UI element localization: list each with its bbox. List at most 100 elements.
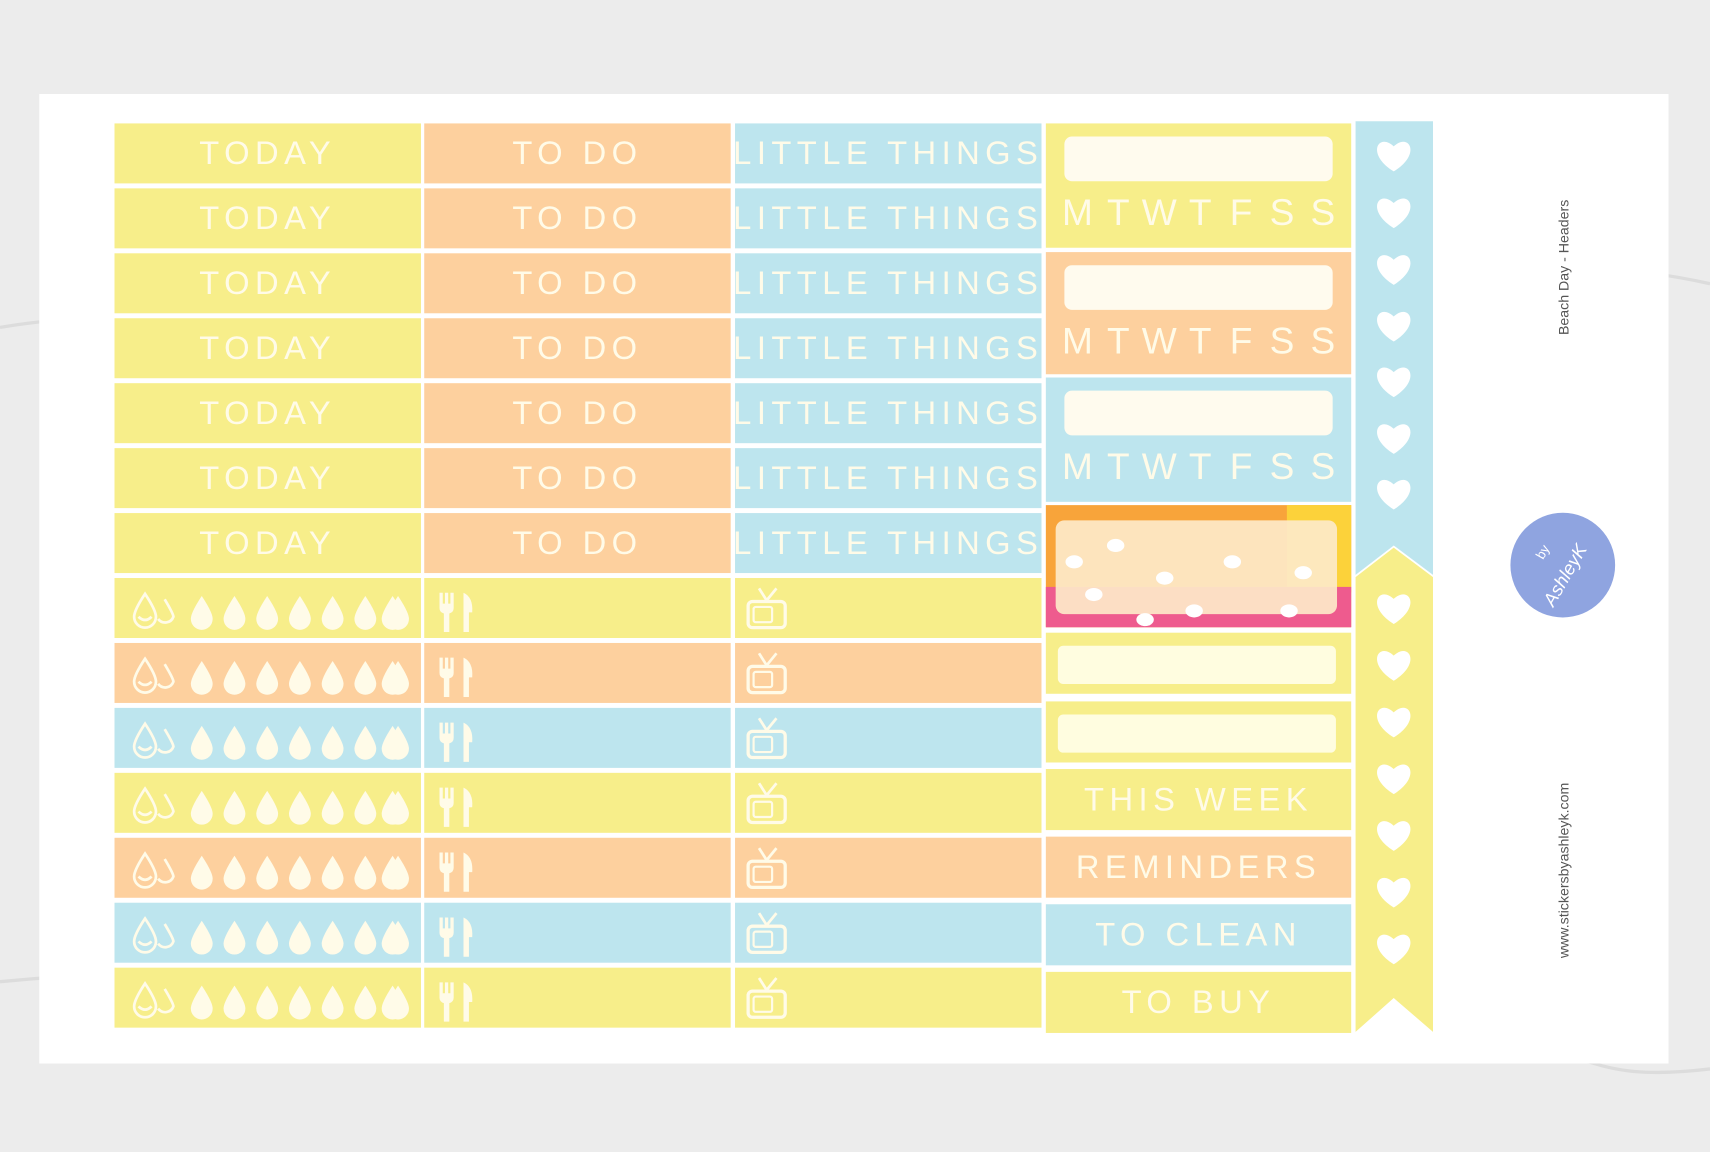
water-drop <box>354 920 377 955</box>
knife-icon <box>463 787 473 827</box>
beach-dot <box>1223 555 1242 569</box>
fork-icon <box>439 917 454 957</box>
weekday-letter: T <box>1107 445 1130 487</box>
header-sticker <box>424 513 731 574</box>
water-smile-icon <box>132 721 158 759</box>
header-text: TO DO <box>512 134 642 171</box>
header-sticker <box>114 188 421 249</box>
water-drop <box>288 596 311 630</box>
water-drop-outline <box>157 598 175 624</box>
water-drop-outline <box>157 663 175 689</box>
water-drop <box>288 725 311 760</box>
weekday-letter: S <box>1270 320 1295 362</box>
header-text: TO DO <box>512 459 642 496</box>
water-drop <box>321 790 344 825</box>
tv-screen <box>752 800 774 819</box>
water-smile-icon <box>132 916 158 954</box>
knife-icon <box>463 917 473 957</box>
beach-dot <box>1185 604 1203 618</box>
header-sticker <box>424 123 731 184</box>
beach-box <box>1055 520 1338 615</box>
knife-icon <box>463 592 473 633</box>
weekday-letter: T <box>1107 320 1130 362</box>
water-drop <box>381 790 404 825</box>
header-text: TO DO <box>512 329 642 366</box>
heart-icon <box>1377 424 1411 454</box>
header-text: LITTLE THINGS <box>733 459 1043 496</box>
fork-icon <box>439 657 454 697</box>
beach-dot <box>1065 555 1083 569</box>
water-drop <box>381 596 404 630</box>
header-sticker <box>114 448 421 509</box>
write-box <box>1064 136 1333 182</box>
water-drop <box>190 660 213 695</box>
label-sticker <box>1045 769 1352 831</box>
water-drop <box>190 725 213 760</box>
header-text: TO DO <box>512 199 642 236</box>
icon-sticker <box>424 967 731 1028</box>
water-drop <box>288 920 311 955</box>
header-sticker <box>735 383 1042 444</box>
weekday-letter: S <box>1310 320 1335 362</box>
weekday-letter: T <box>1189 191 1212 233</box>
label-text: TO BUY <box>1122 983 1276 1020</box>
tv-screen <box>752 865 774 884</box>
fork-icon <box>439 722 454 762</box>
header-text: TO DO <box>512 394 642 431</box>
water-smile-icon <box>132 786 158 824</box>
label-text: REMINDERS <box>1076 848 1321 885</box>
label-sticker <box>1045 971 1352 1033</box>
heart-icon <box>1377 821 1411 851</box>
header-text: TO DO <box>512 524 642 561</box>
header-text: TODAY <box>199 394 336 431</box>
heart-icon <box>1377 877 1411 908</box>
knife-icon <box>463 982 473 1022</box>
water-drop <box>190 790 213 825</box>
logo-badge <box>1510 512 1616 618</box>
tv-antenna <box>757 652 778 668</box>
water-drop <box>288 985 311 1020</box>
water-drop <box>190 920 213 955</box>
water-drop <box>381 920 404 955</box>
beach-dot <box>1280 604 1298 618</box>
label-sticker <box>1045 904 1352 966</box>
fork-icon <box>439 982 454 1022</box>
water-smile-icon <box>132 981 158 1019</box>
water-drop <box>256 790 279 825</box>
water-drop <box>223 660 246 695</box>
water-drop <box>256 985 279 1020</box>
water-drop-outline <box>157 988 175 1014</box>
label-sticker <box>1045 836 1352 898</box>
header-sticker <box>735 318 1042 379</box>
header-text: LITTLE THINGS <box>733 199 1043 236</box>
header-text: TODAY <box>199 524 336 561</box>
heart-icon <box>1377 651 1411 681</box>
header-text: TODAY <box>199 329 336 366</box>
header-sticker <box>424 253 731 314</box>
header-sticker <box>735 188 1042 249</box>
beach-dot <box>1085 587 1103 602</box>
water-drop <box>381 725 404 760</box>
tv-screen <box>752 670 774 689</box>
header-sticker <box>114 123 421 184</box>
water-drop <box>381 660 404 695</box>
tv-screen <box>752 735 774 754</box>
tv-antenna <box>757 782 778 798</box>
header-sticker <box>735 123 1042 184</box>
water-smile-icon <box>132 591 158 629</box>
website: www.stickersbyashleyk.com <box>1557 783 1573 959</box>
water-drop <box>223 790 246 825</box>
knife-icon <box>463 657 473 697</box>
header-text: TODAY <box>199 264 336 301</box>
beach-dot <box>1155 571 1174 585</box>
water-drop <box>190 596 213 630</box>
weekday-letter: F <box>1230 320 1253 362</box>
tv-antenna <box>757 587 778 603</box>
water-drop <box>256 920 279 955</box>
heart-icon <box>1377 141 1411 172</box>
tv-screen <box>752 930 774 948</box>
icon-sticker <box>424 578 731 638</box>
water-drop <box>354 985 377 1020</box>
